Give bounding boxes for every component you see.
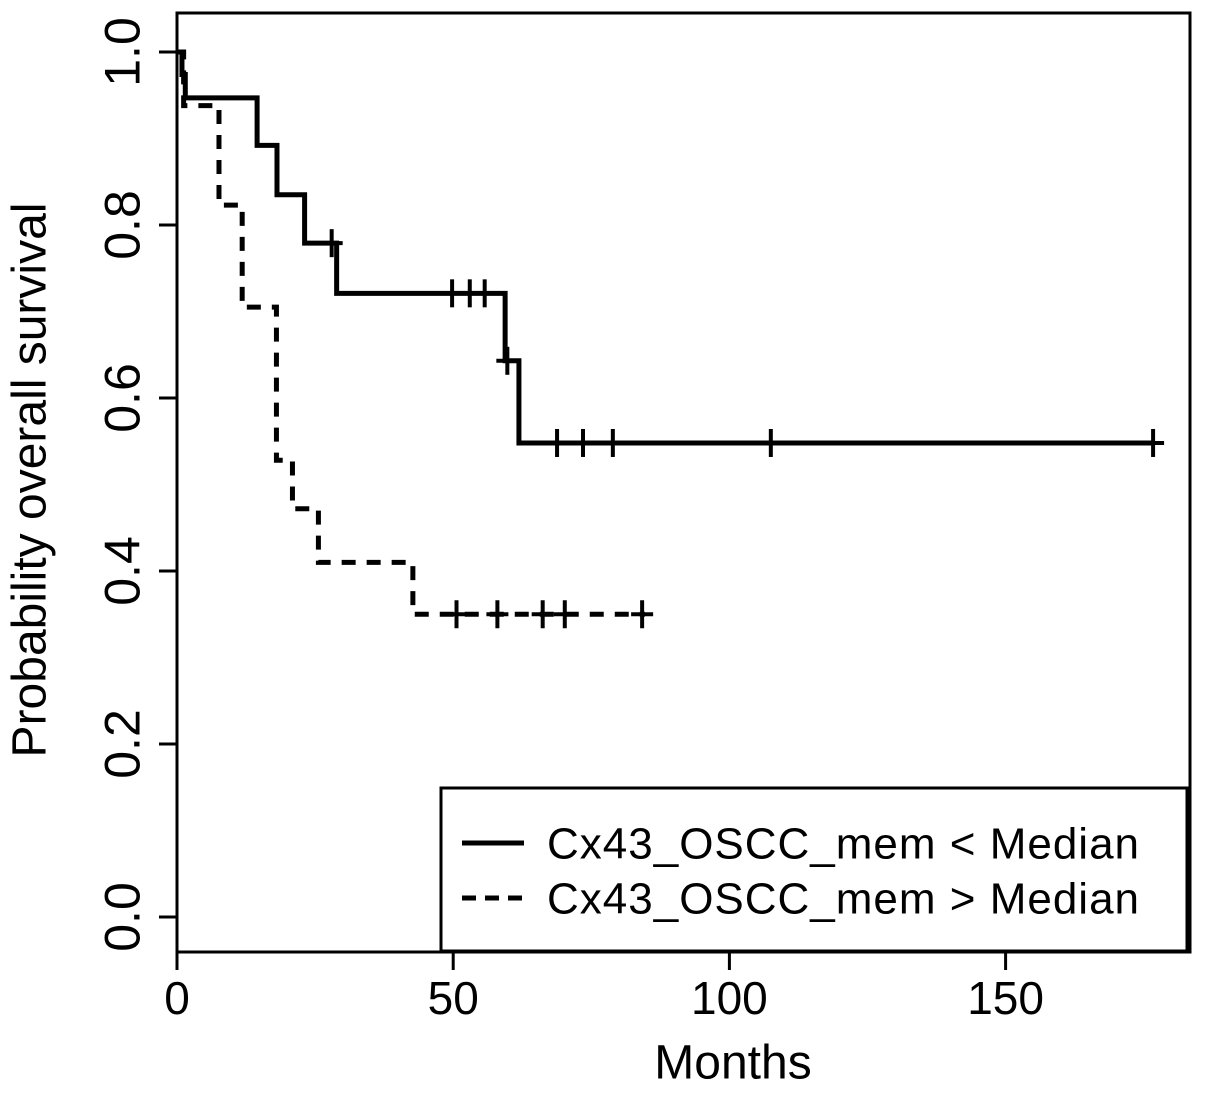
x-axis-tick-label-0: 0 bbox=[164, 972, 190, 1024]
x-axis-tick-label-50: 50 bbox=[428, 972, 479, 1024]
y-axis-tick-label-0.8: 0.8 bbox=[95, 190, 151, 260]
x-axis-tick-label-150: 150 bbox=[967, 972, 1044, 1024]
y-axis-tick-label-0.4: 0.4 bbox=[95, 536, 151, 606]
x-axis-title: Months bbox=[654, 1036, 812, 1090]
legend-entry-label-0: Cx43_OSCC_mem < Median bbox=[547, 819, 1140, 868]
legend-entry-label-1: Cx43_OSCC_mem > Median bbox=[547, 874, 1140, 923]
y-axis-tick-label-0.6: 0.6 bbox=[95, 363, 151, 433]
survival-curve-above-median bbox=[177, 49, 645, 617]
legend-box bbox=[439, 786, 1189, 953]
x-axis-tick-label-100: 100 bbox=[691, 972, 768, 1024]
survival-curve-below-median bbox=[177, 49, 1154, 446]
y-axis-tick-label-0.0: 0.0 bbox=[95, 882, 151, 952]
y-axis-tick-label-0.2: 0.2 bbox=[95, 709, 151, 779]
y-axis-tick-label-1.0: 1.0 bbox=[95, 17, 151, 87]
y-axis-title: Probability overall survival bbox=[3, 202, 57, 758]
